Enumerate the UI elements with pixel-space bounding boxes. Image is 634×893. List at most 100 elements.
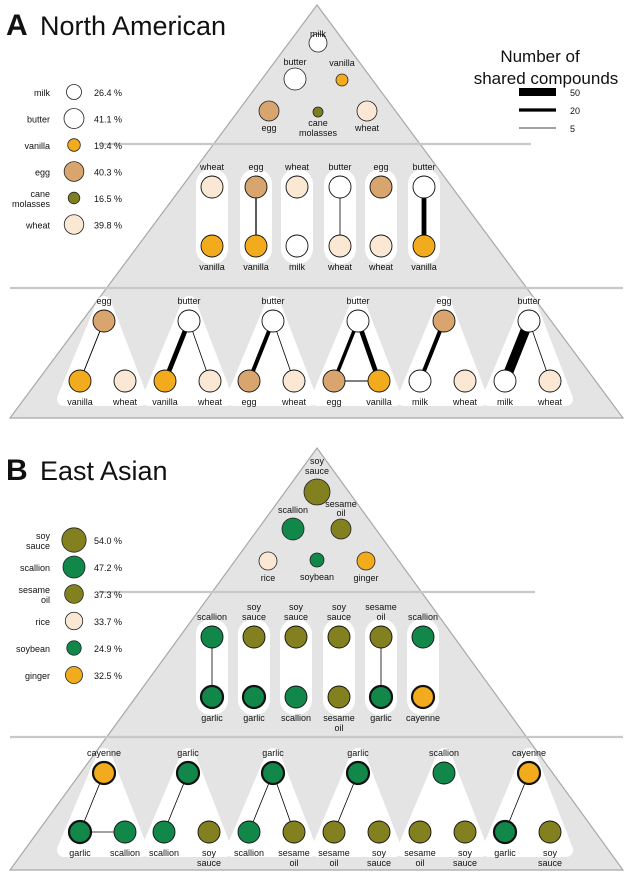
triple-butter-egg-wheat: butter egg wheat [226, 296, 317, 407]
garlic-label: garlic [347, 748, 369, 758]
milk-label: milk [289, 262, 305, 272]
wheat-label: wheat [281, 397, 307, 407]
legend-cane-molasses-label: molasses [12, 199, 51, 209]
triple-egg-vanilla-wheat: egg vanilla wheat [57, 296, 148, 407]
sesame-oil-node [330, 518, 352, 540]
wheat-node [198, 369, 222, 393]
wheat-label: wheat [284, 162, 310, 172]
scallion-node [237, 820, 261, 844]
garlic-node [492, 819, 518, 845]
sesame-oil-label: sesame [404, 848, 436, 858]
soy-sauce-label: sauce [367, 858, 391, 868]
butter-label: butter [346, 296, 369, 306]
soy-sauce-label: soy [458, 848, 473, 858]
vanilla-node [244, 234, 268, 258]
legend-butter-percent: 41.1 % [94, 115, 122, 125]
cayenne-label: cayenne [87, 748, 121, 758]
scallion-label: scallion [197, 612, 227, 622]
sesame-oil-label-line1: sesame [325, 499, 357, 509]
butter-node [346, 309, 370, 333]
triple-butter-vanilla-wheat: butter vanilla wheat [142, 296, 233, 407]
sesame-oil-label: sesame [323, 713, 355, 723]
egg-node [92, 309, 116, 333]
legend-soybean-label: soybean [16, 644, 50, 654]
wheat-node [285, 175, 309, 199]
legend-wheat-swatch [63, 214, 85, 235]
soy-sauce-label: soy [202, 848, 217, 858]
vanilla-node [68, 369, 92, 393]
cayenne-node [91, 760, 117, 786]
shared-compounds-title-line2: shared compounds [474, 69, 619, 88]
cane-molasses-label-line1: cane [308, 118, 328, 128]
butter-label: butter [517, 296, 540, 306]
scallion-node [113, 820, 137, 844]
egg-node [432, 309, 456, 333]
legend-milk-label: milk [34, 88, 50, 98]
egg-label: egg [241, 397, 256, 407]
triple-egg-milk-wheat: egg milk wheat [397, 296, 488, 407]
egg-node [322, 369, 346, 393]
egg-node [258, 100, 280, 122]
scallion-label: scallion [278, 505, 308, 515]
panel-b-letter: B [6, 454, 28, 487]
vanilla-label: vanilla [67, 397, 93, 407]
soy-sauce-node [538, 820, 562, 844]
vanilla-label: vanilla [243, 262, 269, 272]
butter-node [328, 175, 352, 199]
legend-scallion-label: scallion [20, 563, 50, 573]
legend-ginger-swatch [65, 666, 83, 684]
pair-egg-vanilla: egg vanilla [240, 162, 272, 272]
soybean-node [309, 552, 325, 568]
legend-soy-sauce-percent: 54.0 % [94, 536, 122, 546]
milk-node [493, 369, 517, 393]
sesame-oil-label: oil [289, 858, 298, 868]
sesame-oil-node [322, 820, 346, 844]
panel-a-title: North American [40, 11, 226, 41]
soy-sauce-label-line1: soy [310, 456, 325, 466]
cane-molasses-node [312, 106, 324, 118]
sesame-oil-node [369, 625, 393, 649]
legend-egg-percent: 40.3 % [94, 168, 122, 178]
vanilla-label: vanilla [199, 262, 225, 272]
vanilla-node [335, 73, 349, 87]
legend-ginger-percent: 32.5 % [94, 671, 122, 681]
soy-sauce-label: sauce [284, 612, 308, 622]
scallion-label: scallion [234, 848, 264, 858]
milk-label: milk [497, 397, 513, 407]
legend-vanilla-swatch [67, 138, 81, 152]
rice-label: rice [261, 573, 276, 583]
wheat-node [538, 369, 562, 393]
soy-sauce-label: soy [543, 848, 558, 858]
legend-sesame-oil-swatch [64, 584, 84, 604]
pair-butter-wheat: butter wheat [324, 162, 356, 272]
egg-node [369, 175, 393, 199]
legend-soy-sauce-label: sauce [26, 541, 50, 551]
legend-butter-swatch [63, 108, 85, 129]
sesame-oil-label: oil [376, 612, 385, 622]
panel-a: A North American milk butter vanilla egg… [6, 3, 625, 419]
garlic-node [199, 684, 225, 710]
wheat-label: wheat [199, 162, 225, 172]
soy-sauce-node [242, 625, 266, 649]
sesame-oil-node [327, 685, 351, 709]
vanilla-node [200, 234, 224, 258]
egg-label: egg [96, 296, 111, 306]
garlic-node [368, 684, 394, 710]
soy-sauce-label: sauce [242, 612, 266, 622]
egg-label: egg [248, 162, 263, 172]
soy-sauce-node [367, 820, 391, 844]
legend-cane-molasses-percent: 16.5 % [94, 194, 122, 204]
pair-wheat-milk: wheat milk [281, 162, 313, 272]
wheat-node [200, 175, 224, 199]
soy-sauce-label: soy [372, 848, 387, 858]
egg-label: egg [436, 296, 451, 306]
line-width-label-5: 5 [570, 124, 575, 134]
